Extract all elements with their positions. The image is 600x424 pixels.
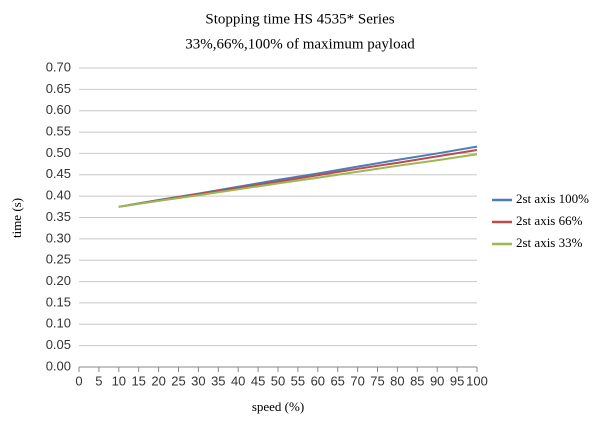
x-tick-label: 65 [330,373,344,388]
series-line [118,153,478,208]
y-tick-label: 0.20 [46,273,71,288]
y-tick-label: 0.60 [46,102,71,117]
x-tick-label: 5 [95,373,102,388]
x-tick-label: 80 [390,373,404,388]
y-tick-label: 0.00 [46,358,71,373]
x-tick-label: 75 [370,373,384,388]
x-tick-label: 55 [291,373,305,388]
legend-label: 2st axis 33% [516,235,583,250]
x-tick-label: 0 [75,373,82,388]
x-tick-label: 60 [311,373,325,388]
x-tick-label: 30 [191,373,205,388]
x-tick-label: 85 [410,373,424,388]
y-tick-label: 0.10 [46,316,71,331]
x-tick-label: 35 [211,373,225,388]
y-tick-label: 0.30 [46,230,71,245]
y-tick-label: 0.05 [46,337,71,352]
x-tick-label: 100 [466,373,488,388]
x-tick-label: 50 [271,373,285,388]
y-axis-label: time (s) [9,198,24,238]
x-tick-label: 15 [131,373,145,388]
y-tick-label: 0.50 [46,145,71,160]
y-tick-label: 0.55 [46,124,71,139]
y-tick-label: 0.35 [46,209,71,224]
x-tick-label: 25 [171,373,185,388]
x-axis-label: speed (%) [252,399,304,414]
legend-label: 2st axis 100% [516,191,589,206]
x-tick-label: 45 [251,373,265,388]
legend-label: 2st axis 66% [516,213,583,228]
y-tick-label: 0.70 [46,59,71,74]
chart-title: Stopping time HS 4535* Series [205,11,394,27]
x-tick-label: 20 [151,373,165,388]
x-tick-label: 70 [350,373,364,388]
y-tick-label: 0.25 [46,252,71,267]
y-tick-label: 0.15 [46,294,71,309]
y-tick-label: 0.65 [46,81,71,96]
chart-subtitle: 33%,66%,100% of maximum payload [185,36,415,52]
x-tick-label: 10 [112,373,126,388]
y-tick-label: 0.40 [46,188,71,203]
y-tick-label: 0.45 [46,166,71,181]
x-tick-label: 95 [450,373,464,388]
x-tick-label: 40 [231,373,245,388]
x-tick-label: 90 [430,373,444,388]
